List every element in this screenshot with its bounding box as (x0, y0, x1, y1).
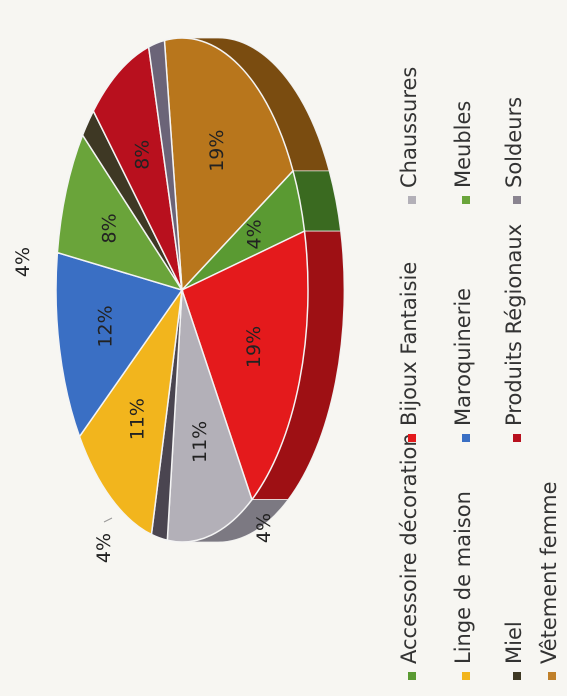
legend-label-linge-de-maison: Linge de maison (451, 491, 475, 664)
pie-slice-linge-de-maison (78, 289, 183, 536)
legend-label-chaussures: Chaussures (397, 67, 421, 188)
pie-slice-chaussures (166, 289, 253, 543)
outer-label-accessoire: 4% (12, 247, 34, 277)
legend-swatch-chaussures (408, 196, 416, 204)
legend-swatch-produits-regionaux (513, 434, 521, 442)
legend-swatch-vetement-femme (548, 672, 556, 680)
outer-label-soldeurs: 4% (93, 533, 115, 563)
legend-label-soldeurs: Soldeurs (502, 97, 526, 188)
outer-labels: 4% 4% 4% (12, 247, 275, 563)
pie-slice-vetement-femme (163, 37, 294, 292)
legend-label-maroquinerie: Maroquinerie (451, 288, 475, 426)
pie-group: 19% 4% 19% 11% 11% 12% 8% 8% (55, 37, 345, 543)
data-label-chaussures: 11% (189, 421, 211, 463)
pie-slice-bijoux-fantaisie (181, 229, 309, 502)
legend-label-accessoire-decoration: Accessoire décoration (397, 433, 421, 664)
legend-swatch-accessoire-decoration (408, 672, 416, 680)
legend-swatch-bijoux-fantaisie (408, 434, 416, 442)
data-label-linge-de-maison: 11% (127, 398, 149, 440)
legend: Accessoire décoration Bijoux Fantaisie Cha… (397, 67, 561, 680)
data-label-meubles: 8% (99, 213, 121, 243)
pie-slice-maroquinerie (55, 251, 184, 439)
legend-swatch-meubles (462, 196, 470, 204)
outer-label-miel: 4% (253, 513, 275, 543)
pie-slice-meubles (56, 133, 184, 292)
legend-swatch-linge-de-maison (462, 672, 470, 680)
legend-label-produits-regionaux: Produits Régionaux (502, 224, 526, 426)
data-label-produits-regionaux: 8% (131, 140, 153, 170)
legend-label-vetement-femme: Vêtement femme (537, 481, 561, 664)
data-label-bijoux-fantaisie: 19% (243, 326, 265, 368)
pie-slice-soldeurs (147, 39, 183, 291)
legend-swatch-maroquinerie (462, 434, 470, 442)
legend-swatch-soldeurs (513, 196, 521, 204)
leader-line (103, 517, 113, 523)
legend-label-meubles: Meubles (451, 101, 475, 188)
data-label-vetement-femme: 19% (206, 130, 228, 172)
legend-label-bijoux-fantaisie: Bijoux Fantaisie (397, 262, 421, 426)
data-label-accessoire-decoration: 4% (244, 219, 266, 249)
legend-label-miel: Miel (502, 621, 526, 664)
pie-slice-produits-regionaux (92, 45, 183, 291)
legend-swatch-miel (513, 672, 521, 680)
data-label-maroquinerie: 12% (95, 305, 117, 347)
